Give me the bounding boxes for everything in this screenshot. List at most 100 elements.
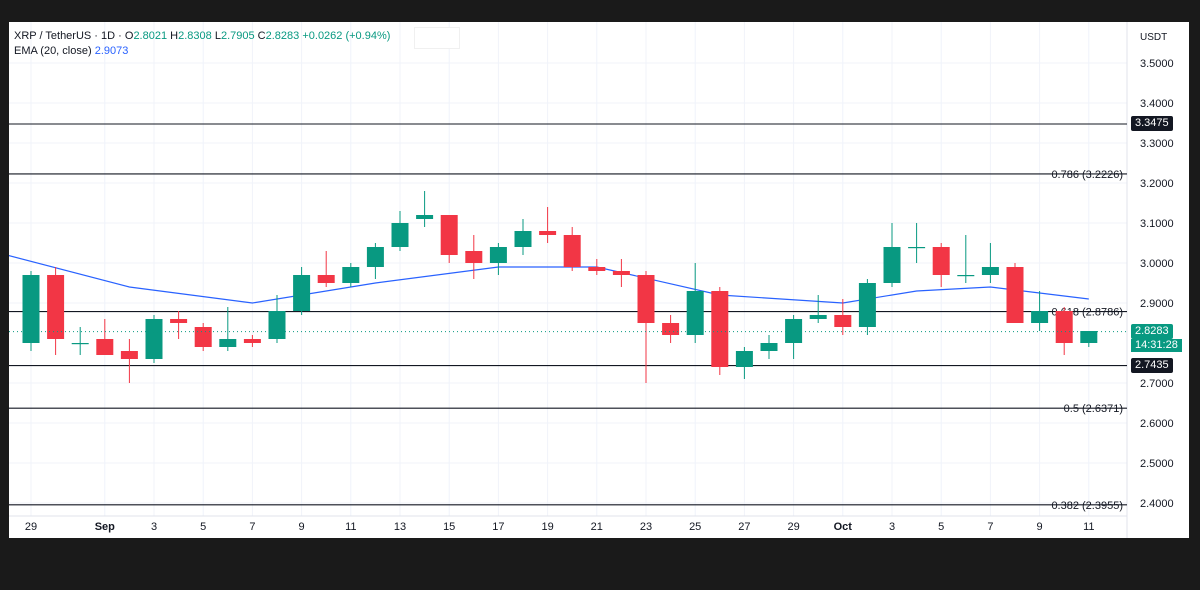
chart-panel[interactable]: 0.786 (3.2226) 0.618 (2.8786) 0.5 (2.6371)… xyxy=(9,22,1189,538)
time-tick-label: 29 xyxy=(787,521,799,533)
price-axis: 3.5000 3.4000 3.3000 3.2000 3.1000 3.0000 2.90… xyxy=(1140,58,1174,510)
time-tick-label: 9 xyxy=(1037,521,1043,533)
candle-body xyxy=(391,223,409,247)
candle-body xyxy=(342,267,360,283)
time-tick-label: 27 xyxy=(738,521,750,533)
candle xyxy=(662,315,680,343)
candle xyxy=(735,347,753,379)
candle-body xyxy=(1006,267,1024,323)
time-tick-label: 19 xyxy=(541,521,553,533)
time-axis: 29 Sep 3 5 7 9 11 13 15 17 19 21 23 25 27 29 Oct 3 5 7 9 11 xyxy=(25,521,1095,533)
candle xyxy=(711,287,729,375)
candle xyxy=(932,243,950,287)
candle xyxy=(809,295,827,323)
level-label: 0.5 (2.6371) xyxy=(1064,403,1123,415)
support-price-tag: 2.7435 xyxy=(1131,357,1173,373)
candle xyxy=(219,307,237,351)
candle-body xyxy=(711,291,729,367)
time-tick-label: 13 xyxy=(394,521,406,533)
ema-label: EMA (20, close) xyxy=(14,45,92,57)
candle-body xyxy=(416,215,434,219)
candle xyxy=(612,259,630,287)
candle-body xyxy=(834,315,852,327)
candle-body xyxy=(1055,311,1073,343)
candle xyxy=(957,235,975,283)
time-tick-label: 9 xyxy=(299,521,305,533)
candle-body xyxy=(809,315,827,319)
time-tick-label: 11 xyxy=(345,521,356,533)
candle-body xyxy=(612,271,630,275)
candlestick-chart[interactable]: 0.786 (3.2226)0.618 (2.8786)0.5 (2.6371)… xyxy=(9,22,1189,538)
candle-body xyxy=(735,351,753,367)
candle xyxy=(637,271,655,383)
candle-body xyxy=(465,251,483,263)
close-label: C xyxy=(257,30,266,42)
candle xyxy=(588,259,606,275)
candle xyxy=(981,243,999,283)
legend-ohlc: XRP / TetherUS · 1D · O2.8021 H2.8308 L2… xyxy=(14,29,390,44)
candle-body xyxy=(760,343,778,351)
candle xyxy=(539,207,557,243)
candle xyxy=(760,335,778,359)
last-price-tag: 2.8283 xyxy=(1131,323,1173,339)
candle-body xyxy=(219,339,237,347)
price-tick-label: 3.4000 xyxy=(1140,98,1174,110)
candle xyxy=(145,315,163,363)
candle-body xyxy=(440,215,458,255)
candle-body xyxy=(908,247,926,249)
time-tick-label: 23 xyxy=(640,521,652,533)
candle xyxy=(1055,307,1073,355)
candle xyxy=(71,327,89,355)
candle xyxy=(489,243,507,275)
candle-body xyxy=(588,267,606,271)
candle-body xyxy=(883,247,901,283)
axis-unit-label: USDT xyxy=(1140,32,1168,43)
candle xyxy=(1080,331,1098,347)
candle-body xyxy=(47,275,65,339)
candle xyxy=(96,319,114,355)
time-tick-label: 7 xyxy=(987,521,993,533)
candle-body xyxy=(514,231,532,247)
candle-body xyxy=(637,275,655,323)
time-tick-label: 17 xyxy=(492,521,504,533)
time-tick-label: 7 xyxy=(249,521,255,533)
candle xyxy=(317,251,335,287)
candles xyxy=(9,191,1127,383)
candle xyxy=(1031,291,1049,331)
candle xyxy=(391,211,409,251)
price-tick-label: 3.1000 xyxy=(1140,218,1174,230)
candle-body xyxy=(96,339,114,355)
candle-body xyxy=(293,275,311,311)
candle xyxy=(243,335,261,347)
legend: XRP / TetherUS · 1D · O2.8021 H2.8308 L2… xyxy=(14,29,390,59)
grid xyxy=(9,22,1128,538)
candle xyxy=(908,223,926,263)
price-tick-label: 3.5000 xyxy=(1140,58,1174,70)
candle xyxy=(47,267,65,355)
time-tick-label: 21 xyxy=(591,521,603,533)
candle-body xyxy=(22,275,40,343)
high-label: H xyxy=(170,30,179,42)
candle-body xyxy=(932,247,950,275)
change-value: +0.0262 (+0.94%) xyxy=(302,30,391,42)
candle xyxy=(834,299,852,335)
price-tick-label: 3.2000 xyxy=(1140,178,1174,190)
candle-body xyxy=(71,343,89,345)
time-tick-label: 5 xyxy=(200,521,206,533)
time-tick-label: 3 xyxy=(889,521,895,533)
resistance-price-tag: 3.3475 xyxy=(1131,116,1173,131)
candle-body xyxy=(317,275,335,283)
legend-blank-box xyxy=(414,27,460,49)
candle-body xyxy=(957,275,975,277)
time-tick-label: Sep xyxy=(95,521,115,533)
candle-body xyxy=(563,235,581,267)
time-tick-label: 25 xyxy=(689,521,701,533)
price-tick-label: 2.7000 xyxy=(1140,378,1174,390)
candle xyxy=(563,227,581,271)
time-tick-label: 5 xyxy=(938,521,944,533)
candle-body xyxy=(686,291,704,335)
candle-body xyxy=(539,231,557,235)
symbol-label: XRP / TetherUS · 1D · xyxy=(14,30,122,42)
open-label: O xyxy=(124,30,134,42)
legend-ema: EMA (20, close) 2.9073 xyxy=(14,44,390,59)
